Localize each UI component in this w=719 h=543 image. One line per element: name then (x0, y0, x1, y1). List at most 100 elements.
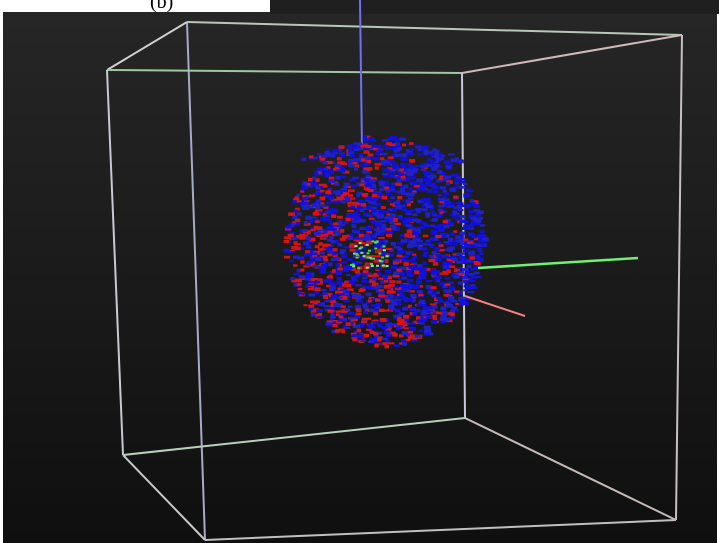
point (312, 302, 318, 305)
point (398, 216, 404, 220)
point (289, 260, 294, 263)
point (468, 226, 474, 230)
point (293, 198, 300, 202)
point (372, 282, 379, 287)
point (442, 270, 449, 275)
point (410, 240, 416, 244)
point (421, 208, 427, 211)
point (404, 327, 411, 330)
point (383, 160, 390, 164)
point (337, 215, 343, 219)
point (372, 276, 377, 281)
point (463, 284, 470, 288)
point (363, 186, 369, 191)
point (426, 171, 433, 174)
point (402, 307, 409, 311)
point (342, 252, 348, 255)
point (367, 153, 374, 157)
point (362, 276, 368, 279)
point (463, 289, 468, 292)
point (409, 267, 416, 271)
point (362, 195, 368, 199)
point (422, 310, 429, 313)
point (399, 187, 406, 192)
point (391, 227, 397, 231)
point (366, 240, 373, 245)
point (341, 195, 346, 200)
point (469, 224, 475, 228)
point (397, 215, 403, 218)
point (405, 218, 412, 223)
point (310, 310, 317, 313)
point (406, 270, 412, 274)
point (302, 181, 308, 185)
point (396, 314, 402, 319)
point (361, 157, 367, 162)
point (454, 290, 459, 293)
point (444, 175, 452, 180)
point (370, 206, 377, 210)
point (407, 163, 412, 167)
point (449, 309, 455, 313)
point (318, 183, 325, 187)
point (344, 308, 350, 311)
point (459, 178, 466, 181)
point (369, 255, 375, 258)
point (336, 169, 343, 172)
point (355, 253, 359, 256)
point (390, 301, 398, 306)
point (375, 331, 383, 335)
point (305, 262, 311, 266)
point (334, 229, 341, 233)
point (408, 290, 415, 293)
point (359, 226, 366, 231)
point (373, 332, 379, 336)
point (401, 184, 409, 189)
point (363, 272, 368, 276)
point (346, 215, 353, 220)
point (400, 257, 406, 260)
point (431, 320, 438, 324)
point (412, 169, 418, 174)
point (395, 302, 402, 306)
point (347, 266, 354, 270)
point (435, 253, 443, 257)
point (296, 212, 302, 216)
point (374, 247, 378, 250)
point (338, 315, 344, 319)
point (318, 185, 324, 188)
point (375, 298, 381, 302)
point (303, 221, 308, 225)
point (371, 177, 377, 180)
point (385, 146, 392, 151)
point (424, 174, 430, 177)
point (437, 214, 443, 217)
point (310, 182, 318, 186)
point (314, 204, 321, 207)
point (323, 259, 328, 263)
box-edge (204, 519, 677, 541)
point (338, 284, 345, 288)
point (354, 166, 359, 171)
point (372, 234, 377, 238)
point (455, 185, 462, 188)
box-edge (106, 69, 463, 74)
point (366, 196, 371, 200)
point (356, 328, 361, 333)
point (305, 216, 313, 220)
point (350, 205, 355, 209)
point (379, 244, 385, 249)
point (403, 261, 409, 266)
point (443, 318, 450, 322)
point (404, 305, 412, 309)
point (364, 156, 372, 160)
point (458, 186, 465, 189)
point (297, 278, 303, 283)
point (447, 237, 454, 241)
point (476, 248, 483, 252)
point (412, 182, 418, 185)
point (329, 236, 334, 240)
point (466, 190, 474, 193)
point (350, 332, 357, 336)
point (345, 197, 350, 201)
